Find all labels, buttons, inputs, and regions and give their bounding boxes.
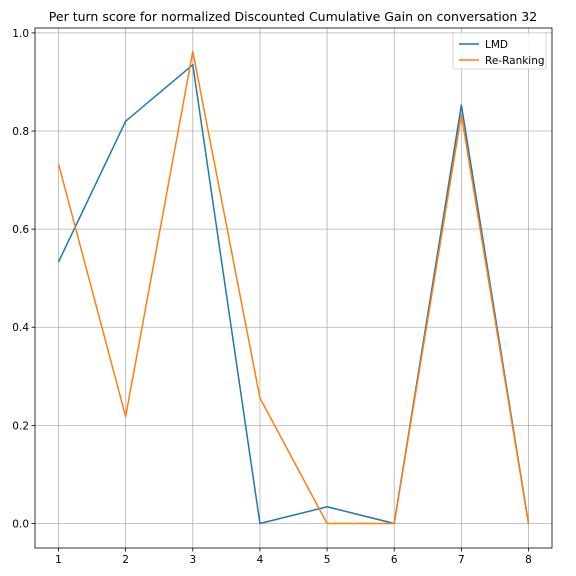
series-line-1 [57, 50, 530, 525]
x-tick-label: 5 [324, 554, 331, 566]
x-tick-label: 3 [189, 554, 196, 566]
y-tick-label: 1.0 [12, 28, 29, 40]
legend: LMD Re-Ranking [452, 32, 547, 70]
y-tick-label: 0.0 [12, 518, 29, 530]
x-tick-label: 6 [391, 554, 398, 566]
axes: 1 2 3 4 5 6 7 8 0.0 0.2 0.4 0.6 0.8 1.0 [12, 27, 553, 566]
legend-label-0: LMD [485, 39, 508, 51]
x-tick-label: 8 [525, 554, 532, 566]
y-tick-label: 0.8 [12, 126, 29, 138]
x-tick-label: 7 [458, 554, 465, 566]
x-tick-label: 1 [55, 554, 62, 566]
x-tick-label: 2 [122, 554, 129, 566]
x-tick-label: 4 [257, 554, 264, 566]
y-tick-label: 0.2 [12, 420, 29, 432]
legend-label-1: Re-Ranking [485, 55, 545, 67]
series-lines [57, 50, 530, 525]
y-tick-label: 0.4 [12, 322, 29, 334]
grid-lines [35, 28, 552, 548]
y-tick-label: 0.6 [12, 224, 29, 236]
chart-title: Per turn score for normalized Discounted… [49, 9, 537, 24]
plot-frame [34, 27, 553, 549]
series-line-0 [57, 64, 530, 525]
